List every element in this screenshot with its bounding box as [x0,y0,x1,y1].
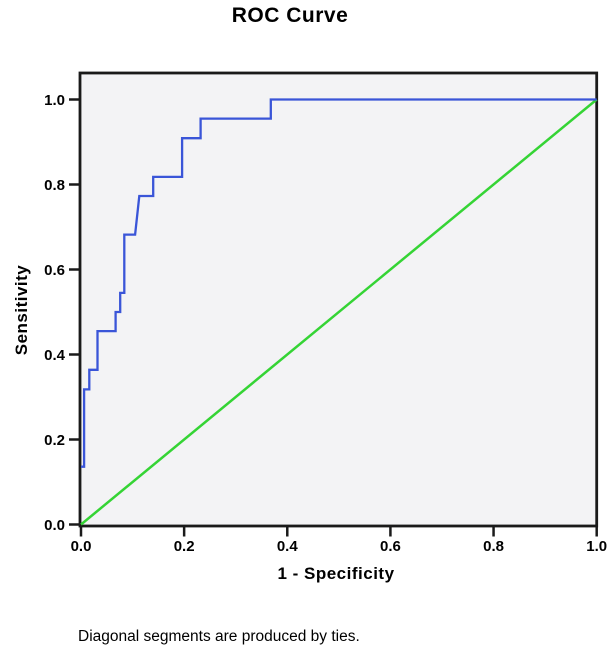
roc-curve-line [81,98,597,468]
x-tick-label: 1.0 [586,538,607,555]
x-axis-label: 1 - Specificity [277,564,395,583]
y-tick-label: 0.6 [44,262,65,279]
x-tick-label: 0.8 [483,538,504,555]
x-tick-label: 0.6 [380,538,401,555]
y-tick-label: 0.0 [44,517,65,534]
chart-title: ROC Curve [231,4,349,27]
y-axis-label: Sensitivity [12,264,31,356]
reference-diagonal-line [80,98,598,526]
y-tick-label: 0.8 [44,177,65,194]
x-tick-label: 0.4 [277,538,299,555]
roc-plot: 0.0 0.2 0.4 0.6 0.8 1.0 0.0 0.2 0.4 0.6 0.8 1.0 [44,71,607,555]
y-tick-label: 0.2 [44,432,65,449]
x-tick-label: 0.0 [71,538,92,555]
x-tick-label: 0.2 [174,538,195,555]
plot-area [78,71,599,528]
ties-footnote: Diagonal segments are produced by ties. [78,628,360,645]
y-tick-label: 0.4 [44,347,66,364]
y-tick-label: 1.0 [44,92,65,109]
